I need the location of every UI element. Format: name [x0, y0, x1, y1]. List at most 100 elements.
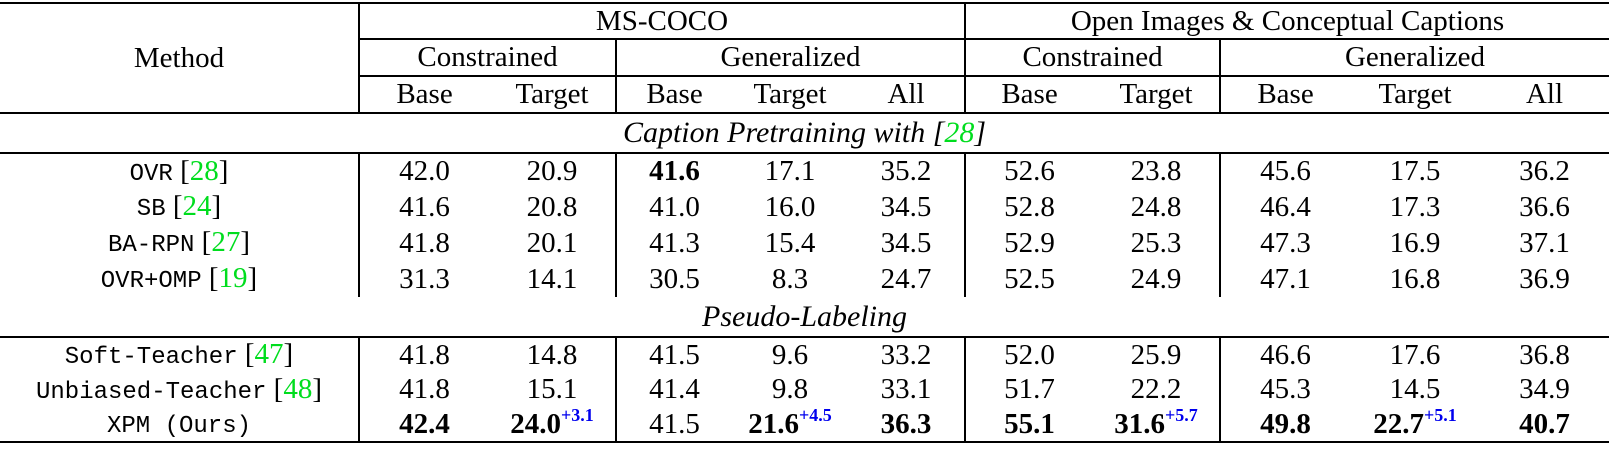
- value-cell: 35.2: [848, 153, 967, 189]
- data-row: BA-RPN [27] 41.8 20.1 41.3 15.4 34.5 52.9 25.3 4…: [0, 225, 1609, 261]
- section-row: Pseudo-Labeling: [0, 297, 1609, 338]
- method-cell: OVR [28]: [0, 153, 360, 189]
- value-cell: 41.8: [399, 373, 450, 406]
- value-cell: 14.1: [489, 261, 617, 297]
- value-cell: 33.1: [848, 372, 967, 407]
- subgroup-generalized-mscoco: Generalized: [616, 39, 967, 77]
- value-cell: 36.9: [1519, 262, 1570, 295]
- value-cell: 16.0: [764, 190, 816, 223]
- value-cell: 37.1: [1519, 226, 1570, 259]
- value-cell: 52.9: [1004, 226, 1055, 259]
- value-cell: 41.6: [399, 190, 450, 223]
- value-cell: 47.1: [1260, 262, 1311, 295]
- value-cell: 22.2: [1093, 372, 1222, 407]
- value-cell: 24.9: [1093, 261, 1222, 297]
- improvement-delta: +5.1: [1424, 407, 1457, 426]
- method-cell: Unbiased-Teacher [48]: [0, 372, 360, 407]
- citation-bracket: [: [244, 338, 255, 371]
- group-header-openimages: Open Images & Conceptual Captions: [965, 3, 1609, 40]
- value-cell: 52.6: [1004, 155, 1055, 188]
- value-cell: 52.8: [1004, 190, 1055, 223]
- value-cell: 46.6: [1260, 338, 1311, 371]
- value-cell: 41.8: [399, 226, 450, 259]
- citation-bracket: ]: [974, 116, 987, 150]
- citation-bracket: ]: [247, 262, 258, 295]
- value-cell: 22.7+5.1: [1373, 407, 1457, 440]
- section-title: Caption Pretraining with [28]: [0, 113, 1609, 154]
- method-name: XPM (Ours): [106, 413, 252, 441]
- value-cell: 55.1: [1004, 407, 1055, 440]
- method-name: SB: [136, 196, 166, 224]
- value-cell: 20.9: [489, 153, 617, 189]
- value-cell: 41.3: [649, 226, 700, 259]
- method-cell: XPM (Ours): [0, 407, 360, 442]
- value-cell: 41.5: [649, 338, 700, 371]
- value-cell: 41.5: [649, 407, 700, 440]
- col-header: Base: [616, 76, 732, 114]
- results-table: Method MS-COCO Open Images & Conceptual …: [0, 2, 1609, 443]
- value-cell: 47.3: [1260, 226, 1311, 259]
- col-header: Target: [489, 76, 617, 114]
- value-cell: 41.4: [649, 373, 700, 406]
- value-cell: 8.3: [771, 262, 809, 295]
- citation-number: 24: [182, 190, 212, 223]
- method-cell: BA-RPN [27]: [0, 225, 360, 261]
- value-cell: 51.7: [1004, 373, 1055, 406]
- table-header: Method MS-COCO Open Images & Conceptual …: [0, 3, 1609, 114]
- method-name: OVR: [129, 160, 173, 188]
- value-cell: 31.3: [399, 262, 450, 295]
- col-header: Base: [359, 76, 489, 114]
- value-cell: 45.6: [1260, 155, 1311, 188]
- citation-bracket: ]: [312, 372, 323, 405]
- value-cell: 25.3: [1093, 225, 1222, 261]
- value-cell: 41.0: [649, 190, 700, 223]
- method-cell: OVR+OMP [19]: [0, 261, 360, 297]
- value-cell: 9.6: [771, 338, 809, 371]
- improvement-delta: +5.7: [1165, 407, 1198, 426]
- value-cell: 42.4: [399, 407, 450, 440]
- value-cell: 25.9: [1093, 337, 1222, 372]
- column-header-row: Base Target Base Target All Base Target …: [0, 76, 1609, 114]
- table-body: Caption Pretraining with [28] OVR [28] 42.…: [0, 113, 1609, 442]
- citation-bracket: ]: [218, 154, 229, 187]
- citation-bracket: ]: [283, 338, 294, 371]
- citation-number: 28: [944, 116, 975, 150]
- citation-number: 48: [283, 372, 313, 405]
- citation-bracket: [: [208, 262, 219, 295]
- value-cell: 9.8: [771, 373, 809, 406]
- method-name: Soft-Teacher: [64, 344, 238, 372]
- col-header: All: [1480, 76, 1609, 114]
- data-row: Unbiased-Teacher [48] 41.8 15.1 41.4 9.8 33.1…: [0, 372, 1609, 407]
- citation-number: 47: [254, 338, 284, 371]
- data-row: OVR [28] 42.0 20.9 41.6 17.1 35.2 52.6 23.8 45.6…: [0, 153, 1609, 189]
- value-cell: 41.6: [649, 155, 700, 188]
- value-cell: 31.6+5.7: [1093, 407, 1222, 442]
- value-cell: 17.6: [1389, 338, 1441, 371]
- value-cell: 36.8: [1519, 338, 1570, 371]
- method-cell: SB [24]: [0, 189, 360, 225]
- value-cell: 41.8: [399, 338, 450, 371]
- value-cell: 24.7: [848, 261, 967, 297]
- subgroup-header-row: Constrained Generalized Constrained Gene…: [0, 39, 1609, 77]
- value-cell: 20.8: [489, 189, 617, 225]
- value-cell: 23.8: [1093, 153, 1222, 189]
- citation-bracket: [: [201, 226, 212, 259]
- data-row: SB [24] 41.6 20.8 41.0 16.0 34.5 52.8 24.8 46.4 1…: [0, 189, 1609, 225]
- subgroup-constrained-mscoco: Constrained: [359, 39, 617, 77]
- data-row: XPM (Ours) 42.4 24.0+3.1 41.5 21.6+4.5 36.3 55…: [0, 407, 1609, 442]
- improvement-delta: +3.1: [560, 407, 594, 426]
- value-cell: 21.6+4.5: [748, 407, 832, 440]
- citation-number: 28: [189, 154, 219, 187]
- value-cell: 45.3: [1260, 373, 1311, 406]
- value-cell: 24.8: [1093, 189, 1222, 225]
- value-cell: 16.9: [1389, 226, 1441, 259]
- subgroup-constrained-openimages: Constrained: [965, 39, 1222, 77]
- citation-bracket: [: [273, 372, 284, 405]
- value-cell: 36.6: [1519, 190, 1570, 223]
- value-cell: 46.4: [1260, 190, 1311, 223]
- value-cell: 36.2: [1519, 155, 1570, 188]
- method-name: OVR+OMP: [100, 268, 202, 296]
- value-cell: 34.9: [1519, 373, 1570, 406]
- value-cell: 14.5: [1389, 373, 1441, 406]
